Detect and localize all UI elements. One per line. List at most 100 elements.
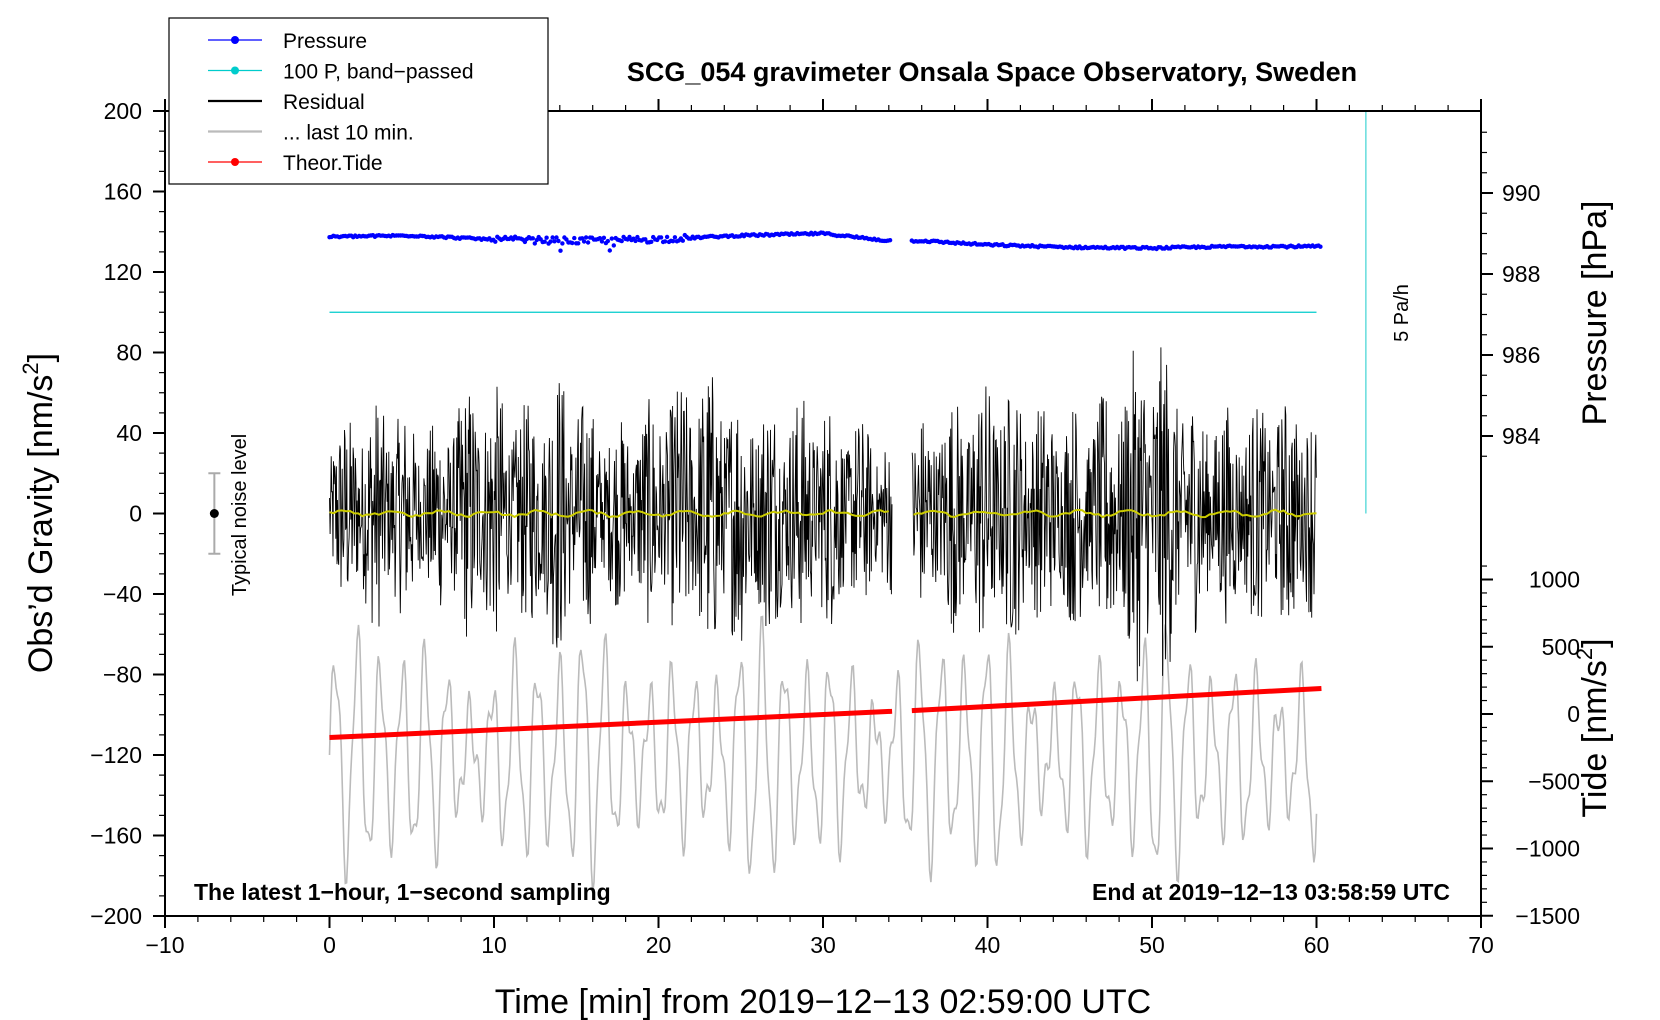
pressure-point bbox=[627, 234, 632, 240]
pressure-point bbox=[572, 235, 577, 241]
x-tick-label: 50 bbox=[1139, 932, 1165, 958]
pressure-point bbox=[542, 239, 547, 244]
x-tick-label: 20 bbox=[646, 932, 672, 958]
pressure-point bbox=[664, 234, 670, 240]
pressure-point bbox=[662, 239, 668, 244]
pressure-point bbox=[556, 238, 561, 244]
pressure-tick-label: 988 bbox=[1502, 261, 1540, 287]
left-tick-label: 160 bbox=[104, 179, 142, 205]
x-tick-label: 30 bbox=[810, 932, 836, 958]
pressure-tick-label: 984 bbox=[1502, 423, 1541, 449]
legend-dot bbox=[231, 158, 239, 166]
tide-axis-label-suffix: ] bbox=[1576, 638, 1614, 647]
scale-bar-label: 5 Pa/h bbox=[1391, 284, 1413, 342]
legend-dot bbox=[231, 36, 239, 44]
tide-tick-label: −1000 bbox=[1515, 836, 1580, 862]
series-layer bbox=[208, 111, 1367, 893]
pressure-point bbox=[649, 239, 654, 244]
series-last-10-min bbox=[328, 615, 1318, 893]
tide-tick-label: 1000 bbox=[1529, 567, 1580, 593]
pressure-point bbox=[658, 235, 664, 240]
legend-dot bbox=[231, 66, 239, 75]
left-tick-label: 200 bbox=[104, 98, 142, 124]
pressure-point bbox=[1318, 244, 1323, 249]
series-residual-mean bbox=[329, 508, 1317, 519]
pressure-tick-label: 986 bbox=[1502, 342, 1540, 368]
pressure-point bbox=[570, 240, 575, 246]
series-theor-tide-1 bbox=[329, 708, 893, 741]
pressure-point bbox=[611, 243, 616, 248]
left-tick-label: 80 bbox=[116, 340, 142, 366]
pressure-point bbox=[633, 238, 638, 244]
pressure-point bbox=[601, 235, 607, 240]
noise-bar-center bbox=[209, 509, 219, 518]
pressure-point bbox=[532, 241, 537, 246]
left-tick-label: 0 bbox=[129, 501, 142, 527]
pressure-tick-label: 990 bbox=[1502, 180, 1540, 206]
pressure-point bbox=[580, 236, 585, 241]
pressure-point bbox=[548, 239, 553, 244]
series-theor-tide-2 bbox=[911, 685, 1322, 714]
pressure-point bbox=[530, 236, 535, 241]
left-tick-label: −160 bbox=[90, 823, 142, 849]
pressure-point bbox=[554, 235, 559, 240]
noise-level-label: Typical noise level bbox=[229, 434, 251, 596]
tide-tick-label: −500 bbox=[1528, 768, 1580, 794]
left-axis-label-suffix: ] bbox=[22, 353, 60, 362]
left-axis-label-prefix: Obs’d Gravity [nm/s bbox=[22, 375, 60, 674]
pressure-point bbox=[599, 239, 605, 244]
annotation-bottom-right: End at 2019−12−13 03:58:59 UTC bbox=[1092, 879, 1450, 905]
pressure-point bbox=[597, 236, 603, 241]
pressure-point bbox=[581, 239, 587, 244]
legend-label: Pressure bbox=[283, 30, 367, 53]
pressure-point bbox=[585, 240, 591, 245]
legend-label: Residual bbox=[283, 91, 365, 114]
chart-title: SCG_054 gravimeter Onsala Space Observat… bbox=[627, 57, 1357, 87]
x-axis-label: Time [min] from 2019−12−13 02:59:00 UTC bbox=[495, 983, 1151, 1020]
pressure-point bbox=[558, 248, 563, 253]
pressure-point bbox=[493, 239, 498, 244]
x-tick-label: 0 bbox=[323, 932, 336, 958]
pressure-point bbox=[544, 235, 549, 240]
legend: Pressure 100 P, band−passed Residual ... la… bbox=[168, 17, 549, 185]
left-tick-label: 120 bbox=[104, 259, 142, 285]
tide-axis-label-prefix: Tide [nm/s bbox=[1576, 660, 1614, 817]
pressure-point bbox=[576, 241, 581, 246]
pressure-point bbox=[583, 235, 589, 240]
legend-items: Pressure 100 P, band−passed Residual ... la… bbox=[208, 30, 474, 175]
x-tick-label: 70 bbox=[1468, 932, 1494, 958]
legend-label: Theor.Tide bbox=[283, 152, 383, 175]
pressure-point bbox=[560, 241, 565, 246]
pressure-point bbox=[670, 239, 676, 244]
pressure-point bbox=[619, 238, 624, 244]
pressure-axis-label: Pressure [hPa] bbox=[1576, 201, 1614, 426]
pressure-point bbox=[552, 239, 557, 244]
pressure-point bbox=[607, 248, 612, 253]
tide-axis-label-sup: 2 bbox=[1572, 648, 1597, 660]
annotation-bottom-left: The latest 1−hour, 1−second sampling bbox=[194, 879, 611, 905]
x-tick-label: −10 bbox=[145, 932, 184, 958]
legend-label: 100 P, band−passed bbox=[283, 61, 474, 84]
axes-layer: −10 0 10 20 30 40 50 60 70 200 160 120 80 40 0 −40 −80 −1… bbox=[90, 98, 1580, 958]
left-tick-label: −80 bbox=[103, 662, 142, 688]
pressure-point bbox=[887, 238, 893, 243]
tide-axis-label: Tide [nm/s2] bbox=[1572, 638, 1614, 817]
left-axis-label-sup: 2 bbox=[18, 362, 43, 374]
pressure-point bbox=[550, 235, 555, 240]
left-tick-label: 40 bbox=[116, 420, 142, 446]
x-tick-label: 40 bbox=[975, 932, 1001, 958]
pressure-point bbox=[609, 236, 614, 241]
pressure-point bbox=[605, 238, 610, 244]
left-axis-label: Obs’d Gravity [nm/s2] bbox=[18, 353, 60, 673]
x-tick-label: 60 bbox=[1304, 932, 1330, 958]
tide-tick-label: 500 bbox=[1542, 634, 1580, 660]
left-tick-label: −120 bbox=[90, 742, 142, 768]
left-tick-label: −200 bbox=[90, 903, 142, 929]
legend-label: ... last 10 min. bbox=[283, 122, 414, 145]
x-tick-label: 10 bbox=[481, 932, 507, 958]
tide-tick-label: 0 bbox=[1567, 701, 1580, 727]
pressure-point bbox=[680, 238, 685, 243]
pressure-point bbox=[672, 235, 678, 240]
left-tick-label: −40 bbox=[103, 581, 142, 607]
